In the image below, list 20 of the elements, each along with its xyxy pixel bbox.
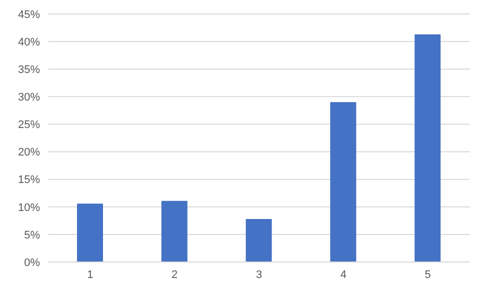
x-tick-label: 2 <box>172 268 178 281</box>
y-tick-label: 20% <box>18 146 40 159</box>
x-tick-label: 1 <box>87 268 94 281</box>
x-tick-label: 3 <box>256 268 262 281</box>
x-tick-label: 5 <box>424 268 431 281</box>
y-tick-label: 0% <box>24 256 40 269</box>
y-tick-label: 10% <box>18 202 40 214</box>
y-tick-label: 5% <box>24 229 40 242</box>
y-tick-label: 45% <box>18 8 40 21</box>
bar <box>77 204 103 262</box>
y-tick-label: 40% <box>18 36 40 48</box>
y-tick-label: 35% <box>18 64 40 76</box>
y-tick-label: 25% <box>18 119 40 132</box>
x-tick-label: 4 <box>340 268 346 281</box>
bar <box>330 102 356 262</box>
bar <box>161 200 188 262</box>
bar <box>414 34 441 262</box>
bar <box>246 219 272 262</box>
y-tick-label: 30% <box>18 92 40 104</box>
y-tick-label: 15% <box>18 174 40 186</box>
